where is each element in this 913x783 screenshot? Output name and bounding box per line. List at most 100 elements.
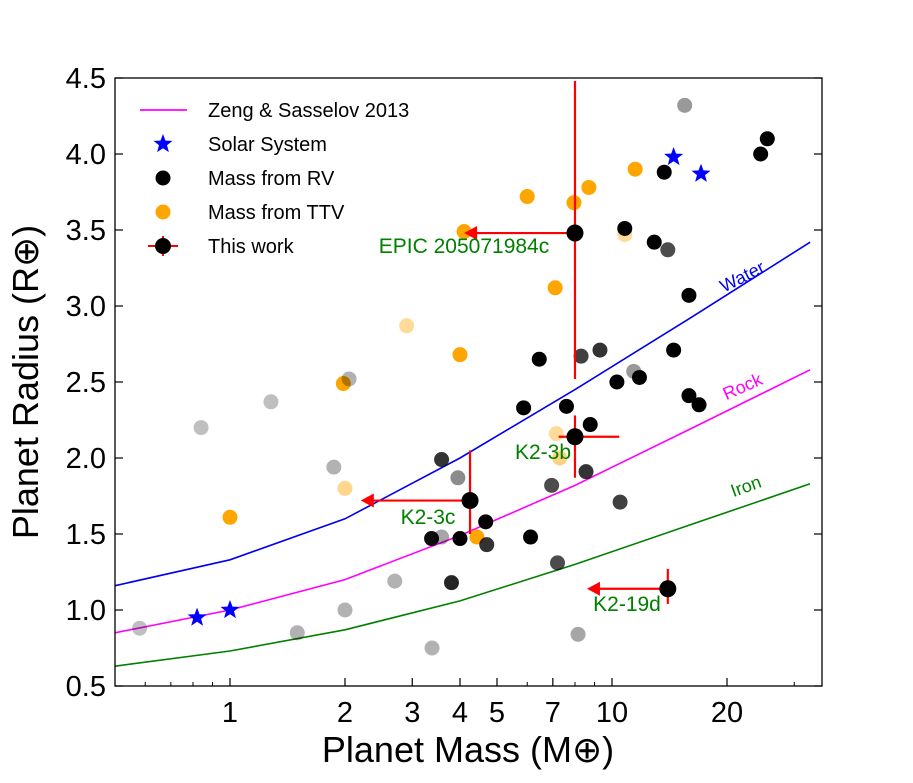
rv-point [341,371,357,387]
rv-point [573,348,589,364]
rv-point [450,470,466,486]
legend-star-marker [153,134,173,153]
rv-point [656,164,672,180]
y-tick-label: 0.5 [66,671,106,703]
rv-point [570,626,586,642]
x-tick-label: 20 [711,697,743,729]
rv-point [681,287,697,303]
rv-point [523,529,539,545]
x-axis-label: Planet Mass (M⊕) [322,729,614,770]
ttv-point [519,189,535,205]
solar-system-star [664,147,684,166]
ttv-point [552,450,568,466]
solar-system-star [220,600,240,619]
rv-point [263,394,279,410]
curve-label-iron: Iron [728,472,764,501]
upper-limit-arrow [464,226,478,241]
rv-point [193,420,209,436]
axes: 1 2 3 4 5 7 10 20 0.5 1.0 1.5 2.0 2.5 3.0 3.5 4.0 4.5 P… [5,63,823,770]
rv-point [646,234,662,250]
this-work-point [566,224,584,242]
rv-point [424,640,440,656]
rv-point [516,400,532,416]
x-tick-label: 4 [452,697,468,729]
y-axis-label: Planet Radius (R⊕) [5,225,46,539]
rv-point [677,97,693,113]
rv-point [631,369,647,385]
curve-water [114,241,811,587]
rv-point [558,398,574,414]
annotations: EPIC 205071984c K2-3b K2-3c K2-19d [360,81,677,616]
rv-point [666,342,682,358]
rv-point [617,220,633,236]
planet-label: K2-19d [593,593,661,616]
y-tick-label: 4.5 [66,63,106,95]
rv-point [578,464,594,480]
ttv-point [581,179,597,195]
rv-point [550,555,566,571]
rv-point [691,397,707,413]
rv-point [132,620,148,636]
upper-limit-arrow [586,581,600,596]
rv-point [434,529,450,545]
curve-label-rock: Rock [720,369,767,404]
this-work-point [566,428,584,446]
ttv-point [452,347,468,363]
y-tick-label: 3.5 [66,215,106,247]
ttv-point [627,161,643,177]
solar-system-star [691,163,711,182]
this-work-point [461,492,479,510]
rv-point [681,388,697,404]
this-work-point [659,580,677,598]
rv-point [289,625,305,641]
x-tick-label: 1 [222,697,238,729]
ttv-point [547,280,563,296]
ttv-point [337,480,353,496]
ttv-point [222,509,238,525]
y-tick-label: 2.0 [66,443,106,475]
rv-point [759,131,775,147]
rv-point [592,342,608,358]
rv-point [612,494,628,510]
rv-point [478,514,494,530]
rv-point [609,374,625,390]
data-points [132,97,775,656]
rv-point [387,573,403,589]
legend: Zeng & Sasselov 2013 Solar System Mass fro… [140,100,409,258]
ttv-point [335,376,351,392]
legend-label: Zeng & Sasselov 2013 [208,100,409,122]
x-ticks: 1 2 3 4 5 7 10 20 [144,678,795,729]
x-tick-label: 2 [337,697,353,729]
legend-circle-marker [155,204,171,220]
theory-curves: Water Rock Iron [114,241,811,667]
x-tick-label: 10 [596,697,628,729]
y-tick-label: 3.0 [66,291,106,323]
rv-point [443,575,459,591]
ttv-point [548,426,564,442]
rv-point [337,602,353,618]
legend-circle-marker [155,170,171,186]
y-tick-label: 2.5 [66,367,106,399]
rv-point [582,417,598,433]
ttv-point [456,224,472,240]
legend-label: This work [208,236,295,258]
rv-point [326,459,342,475]
y-tick-label: 1.0 [66,595,106,627]
y-tick-label: 4.0 [66,139,106,171]
legend-this-work-marker [155,238,171,254]
rv-point [660,242,676,258]
legend-label: Solar System [208,134,327,156]
rv-point [753,146,769,162]
legend-label: Mass from RV [208,168,335,190]
x-tick-label: 3 [404,697,420,729]
rv-point [424,531,440,547]
rv-point [531,351,547,367]
y-ticks: 0.5 1.0 1.5 2.0 2.5 3.0 3.5 4.0 4.5 [66,63,822,703]
rv-point [434,452,450,468]
ttv-point [399,318,415,334]
legend-label: Mass from TTV [208,202,345,224]
curve-label-water: Water [717,257,768,296]
rv-point [452,531,468,547]
y-tick-label: 1.5 [66,519,106,551]
